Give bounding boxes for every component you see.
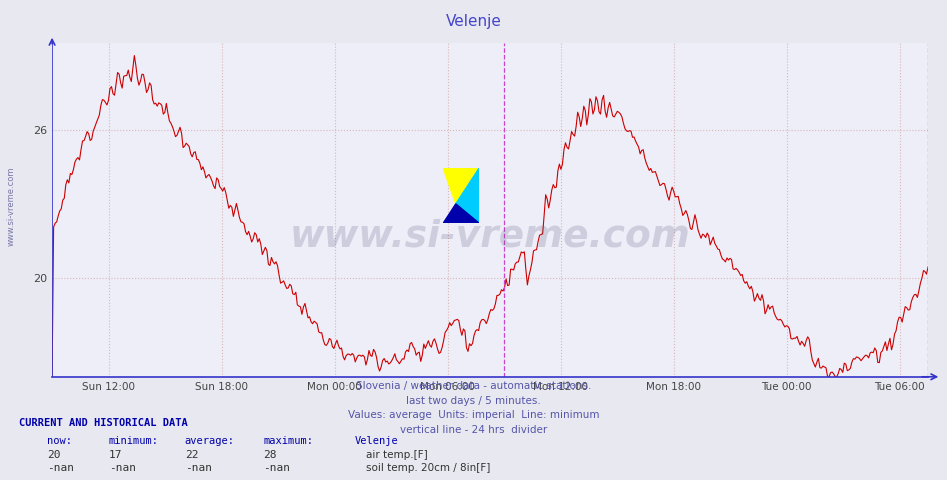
Polygon shape: [443, 168, 479, 204]
Text: 22: 22: [185, 450, 198, 459]
Text: now:: now:: [47, 436, 72, 445]
Text: Values: average  Units: imperial  Line: minimum: Values: average Units: imperial Line: mi…: [348, 410, 599, 420]
Text: soil temp. 20cm / 8in[F]: soil temp. 20cm / 8in[F]: [366, 463, 490, 473]
Text: -nan: -nan: [109, 463, 136, 473]
Text: -nan: -nan: [47, 463, 75, 473]
Text: maximum:: maximum:: [263, 436, 313, 445]
Text: Slovenia / weather data - automatic stations.: Slovenia / weather data - automatic stat…: [356, 382, 591, 391]
Text: air temp.[F]: air temp.[F]: [366, 450, 427, 459]
Text: 20: 20: [47, 450, 61, 459]
Polygon shape: [456, 168, 479, 223]
Text: vertical line - 24 hrs  divider: vertical line - 24 hrs divider: [400, 425, 547, 434]
Text: 28: 28: [263, 450, 277, 459]
Text: 17: 17: [109, 450, 122, 459]
Text: CURRENT AND HISTORICAL DATA: CURRENT AND HISTORICAL DATA: [19, 419, 188, 428]
Text: www.si-vreme.com: www.si-vreme.com: [7, 167, 16, 246]
Text: -nan: -nan: [263, 463, 291, 473]
Polygon shape: [443, 204, 479, 223]
Text: www.si-vreme.com: www.si-vreme.com: [290, 219, 690, 255]
Text: Velenje: Velenje: [445, 14, 502, 29]
Text: -nan: -nan: [185, 463, 212, 473]
Text: last two days / 5 minutes.: last two days / 5 minutes.: [406, 396, 541, 406]
Text: Velenje: Velenje: [355, 436, 399, 445]
Text: minimum:: minimum:: [109, 436, 159, 445]
Text: average:: average:: [185, 436, 235, 445]
